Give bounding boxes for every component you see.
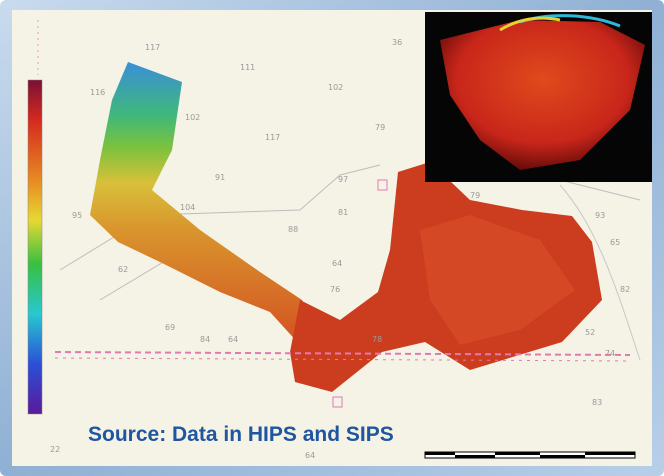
scale-bar-segment: [455, 455, 495, 458]
sounding: 52: [585, 328, 595, 337]
sounding: 93: [595, 211, 605, 220]
sounding: 69: [165, 323, 175, 332]
sounding: 81: [338, 208, 348, 217]
sounding: 91: [215, 173, 225, 182]
sounding: 102: [185, 113, 200, 122]
sounding: 76: [330, 285, 340, 294]
sounding: 84: [200, 335, 210, 344]
colorbar: [28, 80, 42, 414]
sounding: 22: [50, 445, 60, 454]
sounding: 111: [240, 63, 255, 72]
sounding: 64: [228, 335, 238, 344]
sounding: 95: [72, 211, 82, 220]
sounding: 83: [592, 398, 602, 407]
sounding: 64: [332, 259, 342, 268]
sounding: 36: [392, 38, 402, 47]
sounding: 64: [305, 451, 315, 460]
sounding: 82: [620, 285, 630, 294]
scale-bar-segment: [425, 452, 455, 455]
sounding: 62: [118, 265, 128, 274]
sounding: 104: [180, 203, 195, 212]
sounding: 78: [372, 335, 382, 344]
scale-bar: [425, 452, 635, 458]
sounding: 74: [605, 349, 615, 358]
sounding: 117: [145, 43, 160, 52]
sounding: 116: [90, 88, 105, 97]
sounding: 65: [610, 238, 620, 247]
sounding: 102: [328, 83, 343, 92]
map-screenshot: 117 111 116 102 36 117 102 79 91 104 97 …: [0, 0, 664, 476]
scale-bar-segment: [585, 452, 635, 455]
sounding: 97: [338, 175, 348, 184]
sounding: 88: [288, 225, 298, 234]
sounding: 79: [375, 123, 385, 132]
sounding: 79: [470, 191, 480, 200]
scale-bar-segment: [495, 452, 540, 455]
sounding: 117: [265, 133, 280, 142]
scale-bar-segment: [540, 455, 585, 458]
caption: Source: Data in HIPS and SIPS: [88, 423, 394, 446]
